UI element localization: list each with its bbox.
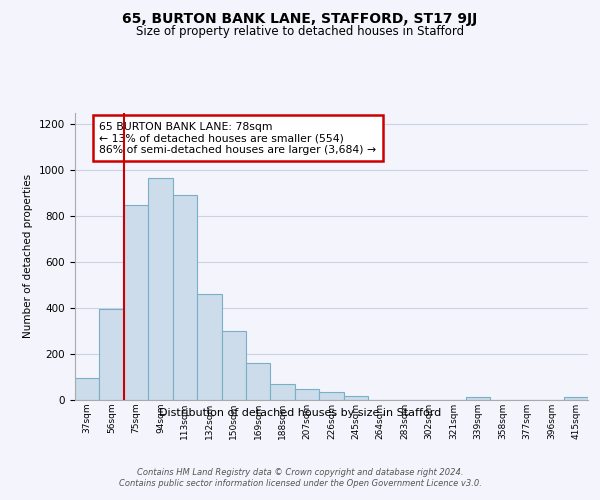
Bar (246, 363, 271, 400)
Bar (173, 196, 197, 400)
Bar (100, 309, 124, 400)
Bar (221, 332, 246, 400)
Text: 65, BURTON BANK LANE, STAFFORD, ST17 9JJ: 65, BURTON BANK LANE, STAFFORD, ST17 9JJ (122, 12, 478, 26)
Bar (75, 378, 100, 400)
Bar (148, 178, 173, 400)
Bar (319, 392, 344, 400)
Text: 65 BURTON BANK LANE: 78sqm
← 13% of detached houses are smaller (554)
86% of sem: 65 BURTON BANK LANE: 78sqm ← 13% of deta… (100, 122, 377, 155)
Bar (466, 397, 490, 400)
Bar (344, 396, 368, 400)
Bar (197, 294, 221, 400)
Text: Distribution of detached houses by size in Stafford: Distribution of detached houses by size … (159, 408, 441, 418)
Bar (271, 384, 295, 400)
Text: Size of property relative to detached houses in Stafford: Size of property relative to detached ho… (136, 25, 464, 38)
Text: Contains HM Land Registry data © Crown copyright and database right 2024.
Contai: Contains HM Land Registry data © Crown c… (119, 468, 481, 487)
Bar (295, 388, 319, 400)
Bar (124, 205, 148, 400)
Y-axis label: Number of detached properties: Number of detached properties (23, 174, 34, 338)
Bar (563, 397, 588, 400)
